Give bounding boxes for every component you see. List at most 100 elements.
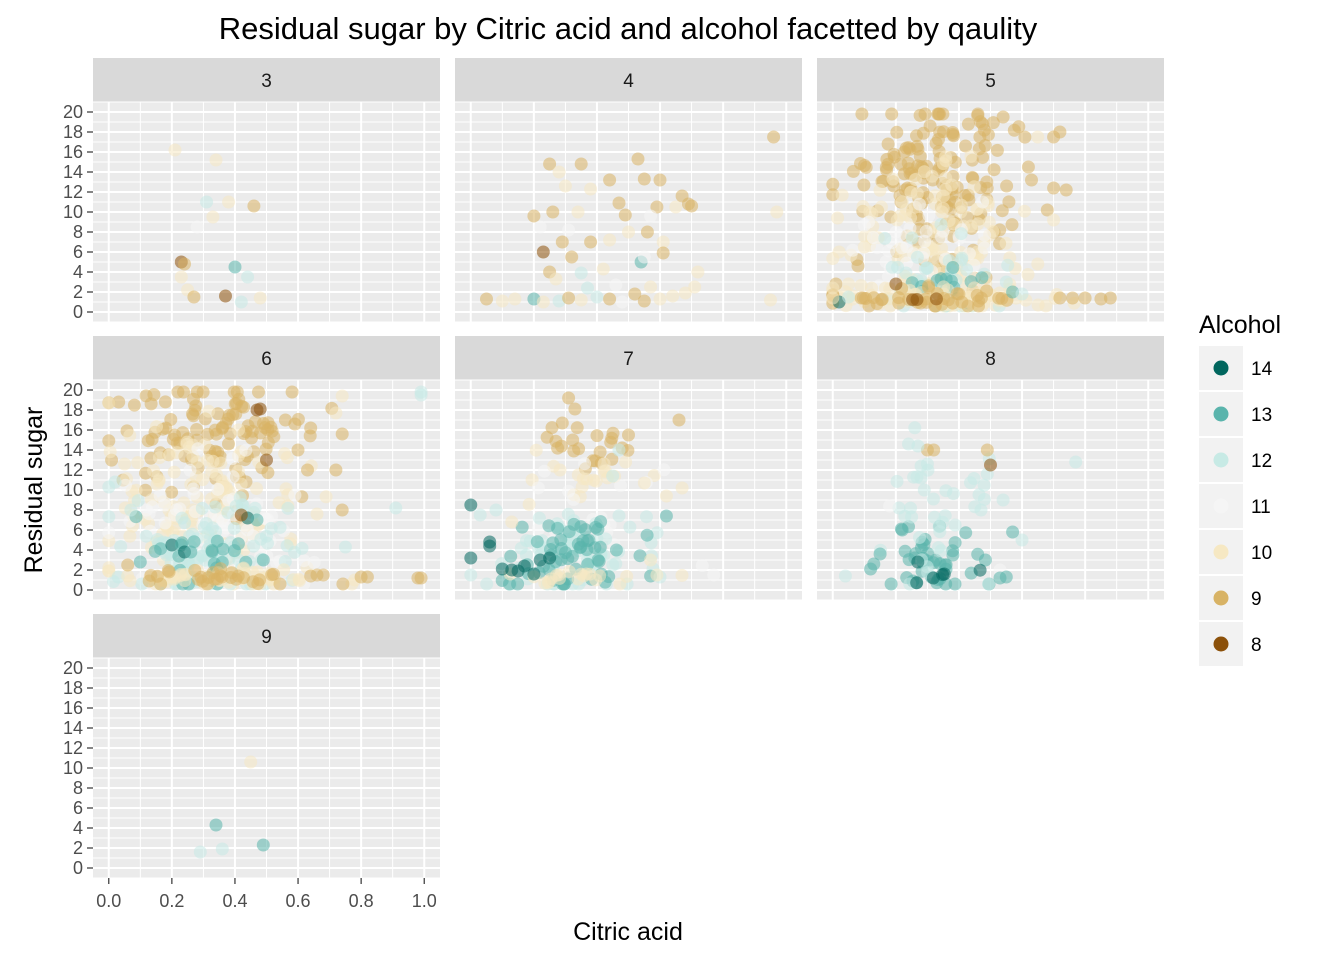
data-point	[996, 493, 1010, 507]
y-tick-label: 6	[73, 242, 83, 262]
y-tick-label: 20	[63, 658, 83, 678]
data-point	[1015, 533, 1029, 547]
data-point	[984, 458, 997, 472]
data-point	[196, 473, 210, 487]
data-point	[894, 157, 908, 171]
facet-strip	[455, 336, 802, 380]
data-point	[138, 483, 152, 497]
data-point	[102, 396, 116, 410]
legend-symbol	[1213, 406, 1229, 422]
data-point	[959, 139, 972, 153]
data-point	[948, 518, 962, 532]
y-tick-label: 18	[63, 400, 83, 420]
data-point	[981, 128, 995, 142]
data-point	[870, 241, 884, 255]
data-point	[190, 423, 204, 436]
data-point	[222, 437, 235, 451]
y-tick-label: 14	[63, 440, 83, 460]
data-point	[208, 572, 222, 586]
facet-strip-label: 3	[261, 71, 272, 92]
data-point	[919, 224, 933, 238]
data-point	[552, 165, 566, 179]
data-point	[685, 199, 699, 213]
legend-item: 10	[1199, 530, 1272, 574]
y-axis-title: Residual sugar	[20, 407, 48, 574]
data-point	[1047, 130, 1061, 144]
data-point	[139, 529, 153, 543]
data-point	[227, 521, 241, 535]
data-point	[574, 567, 588, 581]
data-point	[644, 209, 658, 223]
data-point	[195, 501, 209, 515]
data-point	[562, 223, 576, 237]
data-point	[925, 169, 939, 183]
data-point	[898, 544, 912, 558]
data-point	[200, 195, 214, 209]
data-point	[922, 208, 936, 222]
data-point	[910, 293, 924, 306]
data-point	[902, 437, 915, 451]
data-point	[590, 429, 604, 443]
data-point	[574, 266, 588, 280]
data-point	[280, 451, 294, 465]
data-point	[531, 481, 545, 495]
data-point	[920, 261, 934, 275]
legend-symbol	[1213, 590, 1229, 606]
facet-strip-label: 6	[261, 349, 272, 370]
y-tick-label: 0	[73, 302, 83, 322]
data-point	[545, 421, 559, 435]
y-tick-label: 8	[73, 222, 83, 242]
data-point	[618, 208, 632, 222]
data-point	[570, 421, 584, 435]
facet-panel-3: 3	[93, 58, 440, 323]
data-point	[146, 500, 159, 514]
data-point	[999, 570, 1013, 584]
data-point	[851, 259, 865, 273]
data-point	[329, 463, 343, 477]
data-point	[975, 271, 989, 285]
data-point	[948, 577, 962, 591]
facet-panel-8: 8	[817, 336, 1164, 601]
data-point	[250, 482, 263, 495]
data-point	[227, 544, 241, 558]
data-point	[581, 281, 594, 295]
data-point	[131, 494, 145, 508]
data-point	[678, 286, 692, 300]
y-tick-label: 20	[63, 102, 83, 122]
data-point	[887, 147, 901, 161]
data-point	[1031, 130, 1045, 144]
data-point	[980, 443, 994, 457]
legend-item: 12	[1199, 438, 1272, 482]
data-point	[826, 188, 840, 202]
data-point	[222, 195, 236, 209]
y-tick-label: 2	[73, 838, 83, 858]
x-tick-label: 0.2	[159, 891, 184, 911]
data-point	[221, 506, 235, 520]
data-point	[288, 488, 302, 502]
data-point	[978, 553, 992, 567]
data-point	[571, 205, 585, 219]
data-point	[261, 436, 275, 450]
y-tick-label: 20	[63, 380, 83, 400]
data-point	[967, 180, 981, 194]
legend-symbol	[1213, 452, 1229, 468]
data-point	[964, 149, 978, 163]
facet-strip-label: 8	[985, 349, 996, 370]
data-point	[578, 457, 592, 471]
data-point	[922, 281, 936, 295]
data-point	[250, 513, 264, 527]
data-point	[239, 443, 253, 457]
facet-strip-label: 5	[985, 71, 996, 92]
facet-strip	[93, 336, 440, 380]
data-point	[187, 487, 201, 500]
data-point	[1103, 291, 1117, 305]
data-point	[555, 235, 569, 249]
data-point	[923, 119, 937, 133]
gridlines	[93, 101, 440, 323]
data-point	[281, 501, 295, 515]
data-point	[831, 211, 845, 225]
data-point	[1069, 455, 1083, 469]
y-tick-label: 14	[63, 162, 83, 182]
facet-strip-label: 9	[261, 627, 272, 648]
data-point	[666, 289, 680, 303]
